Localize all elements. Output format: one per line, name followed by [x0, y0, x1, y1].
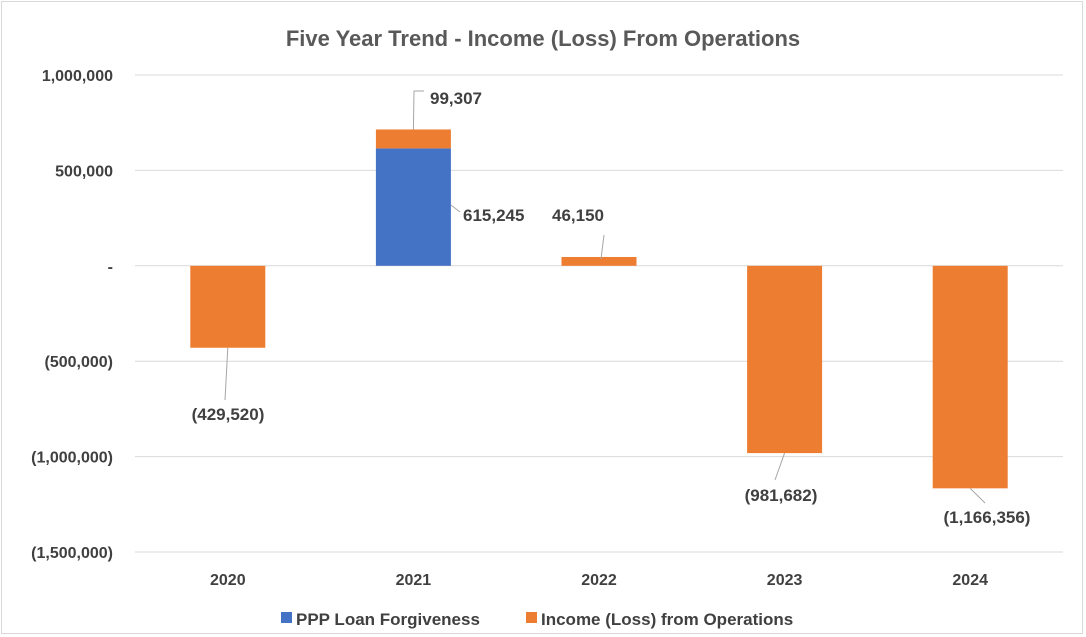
y-tick-label: (1,000,000)	[31, 450, 113, 467]
y-tick-label: -	[108, 259, 113, 276]
y-tick-label: (500,000)	[45, 354, 114, 371]
chart-title: Five Year Trend - Income (Loss) From Ope…	[286, 26, 800, 51]
bar-ppp-loan-forgiveness-2021	[375, 148, 451, 266]
leader-line	[969, 487, 986, 504]
data-label: 615,245	[463, 206, 524, 225]
bar-income-loss-from-operations-2023	[747, 265, 823, 454]
leader-line	[600, 234, 605, 260]
bar-income-loss-from-operations-2022	[561, 256, 637, 266]
x-tick-label: 2023	[767, 572, 803, 589]
y-tick-label: 1,000,000	[42, 68, 113, 85]
x-tick-label: 2024	[952, 572, 988, 589]
leader-line	[450, 204, 461, 213]
x-tick-label: 2022	[581, 572, 617, 589]
bar-income-loss-from-operations-2020	[190, 265, 266, 348]
legend-swatch	[281, 612, 292, 623]
leader-line	[412, 90, 424, 130]
legend-label: Income (Loss) from Operations	[541, 610, 793, 629]
x-tick-label: 2020	[210, 572, 246, 589]
bar-income-loss-from-operations-2021	[375, 129, 451, 149]
data-label: (429,520)	[192, 405, 265, 424]
legend-label: PPP Loan Forgiveness	[296, 610, 480, 629]
legend-swatch	[526, 612, 537, 623]
y-tick-label: 500,000	[55, 163, 113, 180]
bar-income-loss-from-operations-2024	[932, 265, 1008, 489]
x-tick-label: 2021	[396, 572, 432, 589]
data-label: 99,307	[430, 89, 482, 108]
data-label: (1,166,356)	[944, 508, 1031, 527]
leader-line	[774, 452, 786, 481]
y-tick-label: (1,500,000)	[31, 545, 113, 562]
data-label: 46,150	[552, 206, 604, 225]
leader-line	[224, 347, 229, 401]
data-label: (981,682)	[745, 486, 818, 505]
